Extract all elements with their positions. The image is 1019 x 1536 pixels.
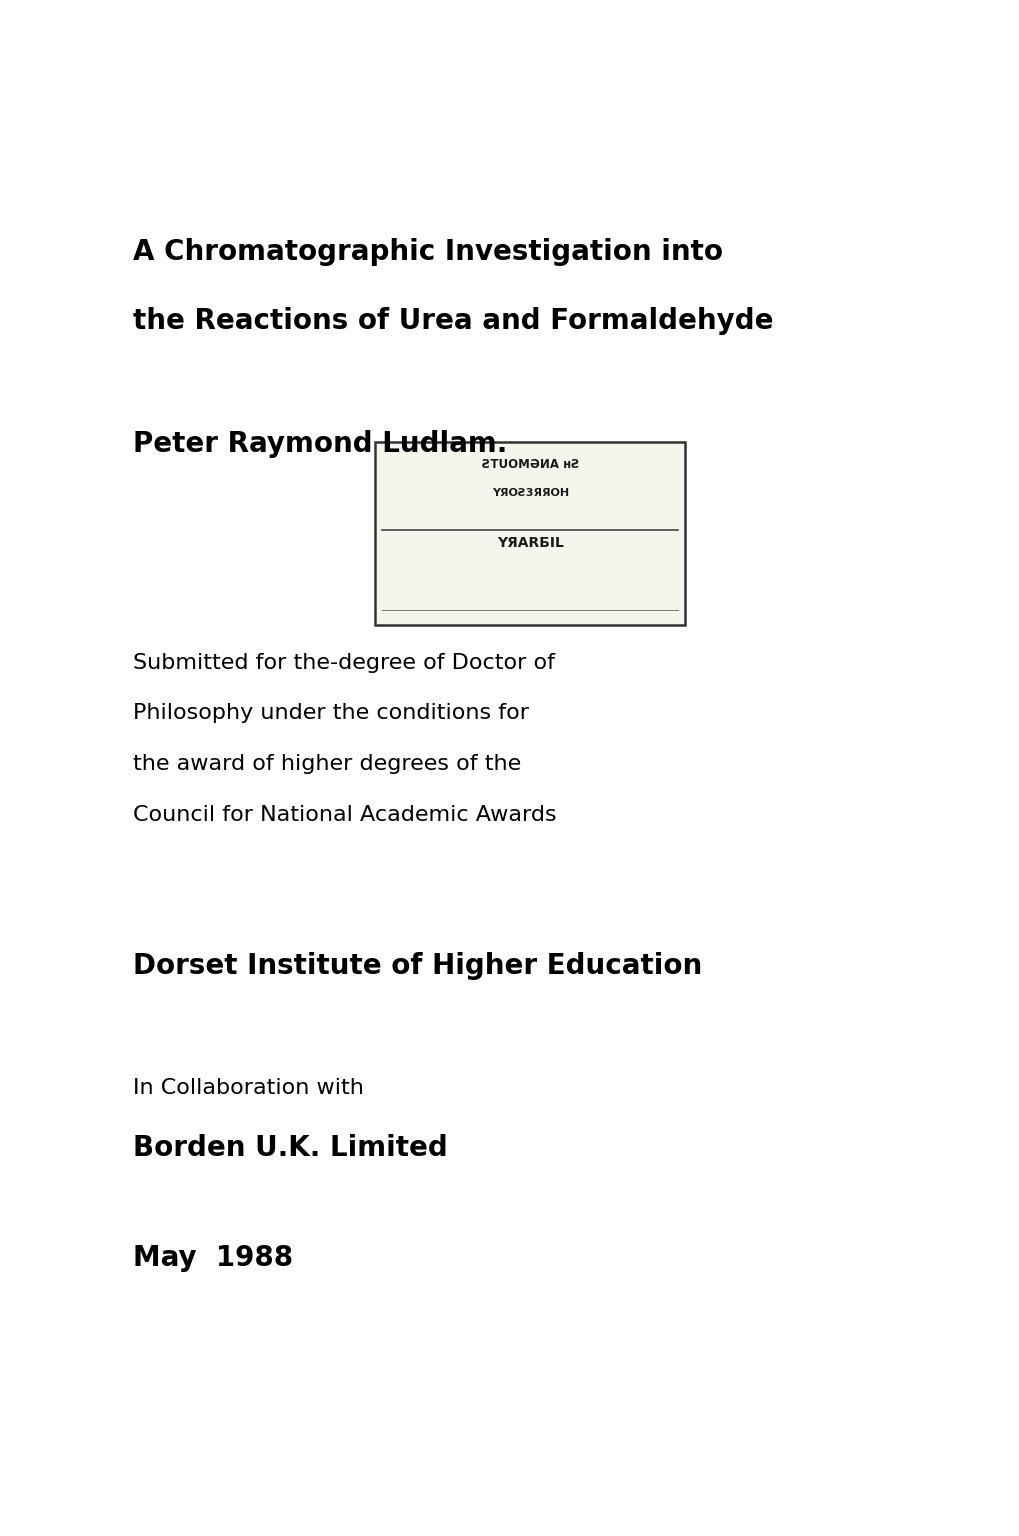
Text: Dorset Institute of Higher Education: Dorset Institute of Higher Education <box>132 952 701 980</box>
Text: Submitted for the­degree of Doctor of: Submitted for the­degree of Doctor of <box>132 653 554 673</box>
Text: the award of higher degrees of the: the award of higher degrees of the <box>132 754 521 774</box>
Text: Council for National Academic Awards: Council for National Academic Awards <box>132 805 555 825</box>
Text: A Chromatographic Investigation into: A Chromatographic Investigation into <box>132 238 721 266</box>
Text: Borden U.K. Limited: Borden U.K. Limited <box>132 1134 447 1161</box>
Text: May  1988: May 1988 <box>132 1244 292 1272</box>
Text: ƧTUOMƏИA ʜƧ: ƧTUOMƏИA ʜƧ <box>481 458 579 470</box>
Text: YЯARБIL: YЯARБIL <box>496 536 564 550</box>
Text: In Collaboration with: In Collaboration with <box>132 1078 363 1098</box>
Text: YЯOƧ3ЯЯOH: YЯOƧ3ЯЯOH <box>491 488 569 499</box>
Text: Philosophy under the conditions for: Philosophy under the conditions for <box>132 703 528 723</box>
Text: the Reactions of Urea and Formaldehyde: the Reactions of Urea and Formaldehyde <box>132 307 772 335</box>
Text: Peter Raymond Ludlam.: Peter Raymond Ludlam. <box>132 430 506 458</box>
FancyBboxPatch shape <box>375 442 685 625</box>
